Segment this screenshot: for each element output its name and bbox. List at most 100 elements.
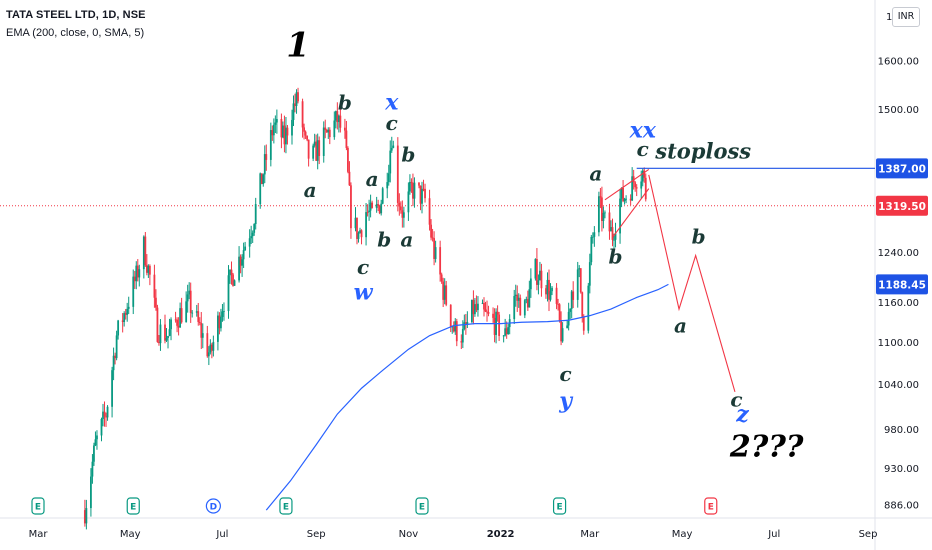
- candle[interactable]: [421, 181, 423, 214]
- wave-label[interactable]: a: [366, 167, 379, 191]
- dividend-marker[interactable]: D: [205, 498, 221, 514]
- y-tick-label[interactable]: 1040.00: [878, 380, 919, 391]
- candle[interactable]: [502, 334, 505, 343]
- candle[interactable]: [402, 206, 405, 228]
- candle[interactable]: [312, 143, 315, 162]
- wave-label[interactable]: a: [400, 227, 413, 251]
- candle[interactable]: [145, 254, 148, 276]
- candle[interactable]: [232, 272, 234, 287]
- wave-label[interactable]: b: [609, 244, 623, 268]
- projection-path[interactable]: [648, 174, 736, 393]
- candle[interactable]: [165, 328, 168, 343]
- candle[interactable]: [390, 136, 393, 153]
- candle[interactable]: [625, 195, 628, 204]
- candle[interactable]: [492, 307, 494, 323]
- candle[interactable]: [153, 264, 156, 308]
- candle[interactable]: [265, 144, 268, 171]
- candle[interactable]: [590, 234, 593, 266]
- wave-label[interactable]: a: [589, 161, 602, 185]
- candle[interactable]: [555, 283, 558, 310]
- candle[interactable]: [212, 335, 215, 357]
- currency-unit[interactable]: INR: [892, 7, 920, 27]
- candle[interactable]: [560, 311, 562, 346]
- candle[interactable]: [582, 314, 585, 335]
- candle[interactable]: [493, 308, 496, 343]
- candle[interactable]: [613, 233, 615, 251]
- candle[interactable]: [418, 182, 420, 189]
- candle[interactable]: [272, 118, 275, 144]
- time-axis[interactable]: Mar May Jul Sep Nov 2022 Mar May Jul Sep: [29, 529, 878, 540]
- candle[interactable]: [356, 217, 358, 245]
- candle[interactable]: [348, 161, 351, 186]
- candle[interactable]: [174, 311, 177, 323]
- candle[interactable]: [428, 189, 431, 231]
- candle[interactable]: [412, 173, 414, 207]
- earnings-marker[interactable]: E: [552, 497, 567, 515]
- candle[interactable]: [112, 347, 115, 381]
- candle[interactable]: [285, 116, 287, 154]
- wave-label[interactable]: stoploss: [654, 139, 751, 164]
- candle[interactable]: [644, 173, 647, 202]
- candle[interactable]: [378, 204, 381, 215]
- candle[interactable]: [155, 289, 157, 311]
- candle[interactable]: [604, 210, 606, 219]
- candle[interactable]: [561, 322, 564, 343]
- candle[interactable]: [333, 111, 336, 140]
- candle[interactable]: [177, 317, 180, 336]
- candle[interactable]: [466, 311, 469, 329]
- wave-label[interactable]: c: [730, 388, 742, 412]
- wave-label[interactable]: c: [357, 255, 369, 279]
- candle[interactable]: [250, 225, 253, 245]
- wave-label[interactable]: c: [560, 362, 572, 386]
- candle[interactable]: [114, 352, 117, 365]
- candle[interactable]: [470, 299, 473, 324]
- candle[interactable]: [576, 261, 579, 308]
- x-tick-label[interactable]: Jul: [767, 529, 780, 540]
- candle[interactable]: [189, 282, 192, 323]
- candle[interactable]: [413, 177, 416, 208]
- candle[interactable]: [167, 335, 169, 349]
- candle[interactable]: [610, 220, 612, 232]
- candle[interactable]: [206, 325, 209, 358]
- candle[interactable]: [179, 302, 182, 328]
- candle[interactable]: [529, 268, 532, 298]
- wave-drawings[interactable]: [604, 167, 875, 393]
- candle[interactable]: [525, 296, 528, 304]
- candle[interactable]: [631, 167, 634, 202]
- candle[interactable]: [344, 118, 346, 139]
- candle[interactable]: [410, 178, 413, 193]
- wave-label[interactable]: w: [354, 279, 374, 305]
- earnings-marker[interactable]: E: [704, 497, 718, 515]
- wave-label[interactable]: c: [386, 111, 398, 135]
- candle[interactable]: [386, 172, 389, 199]
- candle[interactable]: [526, 290, 529, 311]
- candle[interactable]: [549, 283, 552, 302]
- x-tick-label[interactable]: Mar: [29, 529, 49, 540]
- candle[interactable]: [180, 297, 183, 324]
- x-tick-label[interactable]: Mar: [580, 529, 600, 540]
- candle[interactable]: [472, 290, 475, 325]
- candle[interactable]: [371, 200, 374, 209]
- candle[interactable]: [345, 120, 348, 151]
- candle[interactable]: [168, 318, 171, 337]
- candle[interactable]: [275, 109, 278, 134]
- candle[interactable]: [242, 242, 245, 269]
- candle[interactable]: [392, 140, 395, 149]
- candle[interactable]: [498, 311, 501, 342]
- candle[interactable]: [377, 199, 380, 212]
- wave-label[interactable]: xx: [629, 118, 657, 144]
- y-tick-label[interactable]: 980.00: [884, 425, 919, 436]
- candle[interactable]: [643, 167, 646, 183]
- candle[interactable]: [327, 127, 330, 139]
- candle[interactable]: [454, 318, 457, 335]
- candle[interactable]: [339, 106, 342, 133]
- candle[interactable]: [534, 258, 537, 281]
- ema-200-line[interactable]: [265, 283, 669, 511]
- candle[interactable]: [306, 135, 309, 142]
- wave-label[interactable]: a: [304, 178, 317, 202]
- candle[interactable]: [186, 284, 189, 313]
- candle[interactable]: [463, 314, 466, 331]
- candle[interactable]: [347, 146, 349, 174]
- candle[interactable]: [248, 229, 251, 258]
- candle[interactable]: [170, 317, 172, 341]
